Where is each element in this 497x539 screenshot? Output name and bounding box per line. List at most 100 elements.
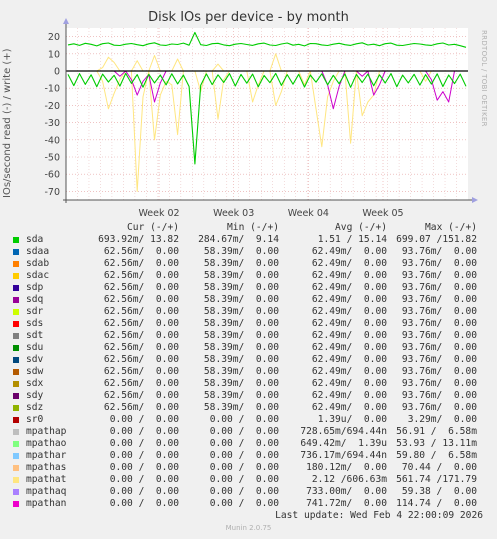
legend-device-name: sdx [26,378,44,389]
legend-avg: 736.17m/694.44n [300,450,387,461]
legend-max: 93.76m/ 0.00 [401,378,477,389]
legend-row: sdv 62.56m/ 0.00 58.39m/ 0.00 62.49m/ 0.00 9… [0,354,497,366]
legend-swatch [13,441,19,447]
legend-max: 699.07 /151.82 [396,234,477,245]
legend-avg: 62.49m/ 0.00 [311,378,387,389]
legend-cur: 62.56m/ 0.00 [103,246,179,257]
legend-min: 58.39m/ 0.00 [203,402,279,413]
legend-min: 284.67m/ 9.14 [198,234,279,245]
legend-avg: 62.49m/ 0.00 [311,318,387,329]
legend-row: sdac 62.56m/ 0.00 58.39m/ 0.00 62.49m/ 0.00… [0,270,497,282]
legend-row: mpathaq 0.00 / 0.00 0.00 / 0.00 733.00m/ 0.… [0,486,497,498]
legend-min: 0.00 / 0.00 [209,450,279,461]
legend-row: sdy 62.56m/ 0.00 58.39m/ 0.00 62.49m/ 0.00 9… [0,390,497,402]
header-max: Max (-/+) [425,222,477,233]
legend-cur: 0.00 / 0.00 [109,438,179,449]
legend-row: sdab 62.56m/ 0.00 58.39m/ 0.00 62.49m/ 0.00… [0,258,497,270]
legend-device-name: sdu [26,342,44,353]
legend-avg: 1.39u/ 0.00 [317,414,387,425]
legend-max: 59.38 / 0.00 [401,486,477,497]
legend-swatch [13,321,19,327]
legend-device-name: sds [26,318,44,329]
legend-min: 58.39m/ 0.00 [203,366,279,377]
legend-cur: 0.00 / 0.00 [109,486,179,497]
legend-swatch [13,261,19,267]
legend-swatch [13,285,19,291]
legend-min: 0.00 / 0.00 [209,414,279,425]
legend-min: 0.00 / 0.00 [209,474,279,485]
legend-swatch [13,429,19,435]
legend-avg: 62.49m/ 0.00 [311,294,387,305]
legend-min: 58.39m/ 0.00 [203,270,279,281]
legend-device-name: sda [26,234,44,245]
legend-device-name: sdp [26,282,44,293]
header-cur: Cur (-/+) [127,222,179,233]
legend-cur: 62.56m/ 0.00 [103,402,179,413]
legend-cur: 62.56m/ 0.00 [103,330,179,341]
munin-version: Munin 2.0.75 [225,524,272,532]
legend-swatch [13,297,19,303]
legend-max: 93.76m/ 0.00 [401,318,477,329]
legend-device-name: mpathat [26,474,67,485]
legend-max: 93.76m/ 0.00 [401,258,477,269]
legend-avg: 62.49m/ 0.00 [311,390,387,401]
legend-min: 58.39m/ 0.00 [203,318,279,329]
y-tick-label: 0 [54,67,60,78]
legend-max: 70.44 / 0.00 [401,462,477,473]
legend-max: 93.76m/ 0.00 [401,306,477,317]
legend-row: sdr 62.56m/ 0.00 58.39m/ 0.00 62.49m/ 0.00 9… [0,306,497,318]
y-tick-label: 10 [48,49,60,60]
legend-min: 58.39m/ 0.00 [203,330,279,341]
legend-swatch [13,465,19,471]
legend-min: 0.00 / 0.00 [209,426,279,437]
series-line [67,72,467,165]
legend-device-name: mpathar [26,450,67,461]
legend-swatch [13,369,19,375]
legend-row: sds 62.56m/ 0.00 58.39m/ 0.00 62.49m/ 0.00 9… [0,318,497,330]
legend-max: 93.76m/ 0.00 [401,366,477,377]
y-tick-label: -30 [44,118,60,129]
legend-cur: 62.56m/ 0.00 [103,390,179,401]
legend-min: 58.39m/ 0.00 [203,390,279,401]
legend-min: 0.00 / 0.00 [209,498,279,509]
y-tick-label: -50 [44,153,60,164]
legend-min: 58.39m/ 0.00 [203,354,279,365]
legend-swatch [13,417,19,423]
legend-max: 53.93 / 13.11m [396,438,477,449]
legend-device-name: sdy [26,390,44,401]
y-tick-label: -60 [44,170,60,181]
legend-avg: 62.49m/ 0.00 [311,330,387,341]
legend-min: 58.39m/ 0.00 [203,258,279,269]
legend-row: sdu 62.56m/ 0.00 58.39m/ 0.00 62.49m/ 0.00 9… [0,342,497,354]
legend-avg: 2.12 /606.63m [311,474,387,485]
legend-row: sdq 62.56m/ 0.00 58.39m/ 0.00 62.49m/ 0.00 9… [0,294,497,306]
legend-row: mpathan 0.00 / 0.00 0.00 / 0.00 741.72m/ 0.… [0,498,497,510]
legend-row: mpathap 0.00 / 0.00 0.00 / 0.00 728.65m/694… [0,426,497,438]
x-tick-label: Week 05 [362,208,403,219]
legend-cur: 62.56m/ 0.00 [103,294,179,305]
legend-max: 93.76m/ 0.00 [401,270,477,281]
legend-max: 93.76m/ 0.00 [401,294,477,305]
legend-cur: 693.92m/ 13.82 [98,234,179,245]
legend-cur: 62.56m/ 0.00 [103,282,179,293]
legend-swatch [13,357,19,363]
legend-swatch [13,477,19,483]
legend-device-name: sdac [26,270,50,281]
rrdtool-credit: RRDTOOL / TOBI OETIKER [480,30,488,127]
legend-max: 3.29m/ 0.00 [407,414,477,425]
legend-cur: 0.00 / 0.00 [109,462,179,473]
series-line [67,31,467,48]
legend-header: Cur (-/+) Min (-/+) Avg (-/+) Max (-/+) [0,222,497,234]
legend-swatch [13,489,19,495]
x-tick-label: Week 04 [288,208,329,219]
legend-max: 93.76m/ 0.00 [401,246,477,257]
x-tick-label: Week 02 [138,208,179,219]
legend-min: 0.00 / 0.00 [209,462,279,473]
legend-swatch [13,405,19,411]
legend-device-name: sdab [26,258,50,269]
legend-row: mpathat 0.00 / 0.00 0.00 / 0.00 2.12 /606.6… [0,474,497,486]
legend-row: mpathas 0.00 / 0.00 0.00 / 0.00 180.12m/ 0.… [0,462,497,474]
legend-avg: 62.49m/ 0.00 [311,354,387,365]
legend-avg: 180.12m/ 0.00 [306,462,387,473]
